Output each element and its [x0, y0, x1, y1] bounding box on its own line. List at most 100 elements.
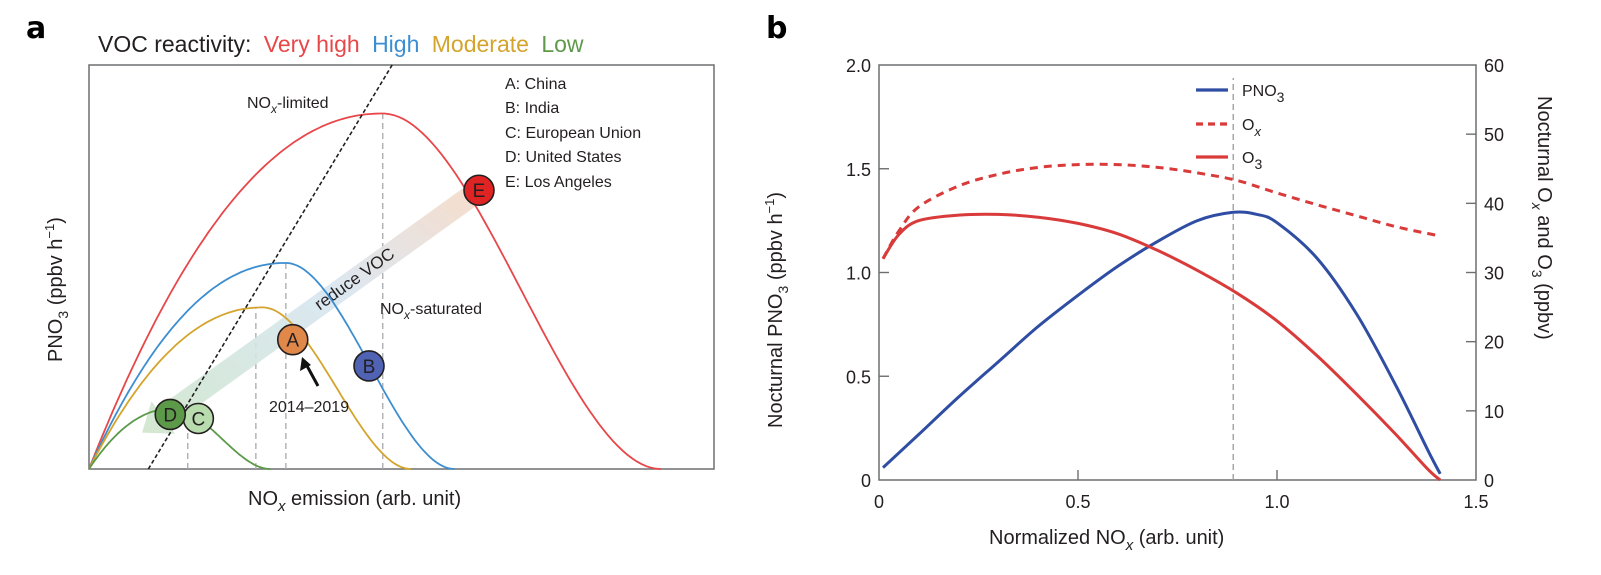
- point-label-e: E: [473, 181, 486, 202]
- legend-b: PNO3 Ox O3: [1196, 83, 1285, 172]
- series-line-pno3: [881, 210, 1442, 475]
- point-legend-c: C: European Union: [505, 125, 641, 142]
- series-line-o3: [881, 212, 1442, 482]
- ylabel-a-main: PNO: [45, 319, 67, 362]
- y-right-tick-label: 20: [1484, 333, 1504, 353]
- ylabel-left-sup: −1: [762, 199, 777, 214]
- y-left-tick-label: 0.5: [846, 367, 871, 387]
- y-axis-label-a: PNO3 (ppbv h−1): [42, 217, 71, 362]
- reduce-voc-band: [142, 181, 486, 434]
- legend-label-pno3: PNO3: [1242, 83, 1285, 105]
- point-marker-d: [154, 398, 187, 431]
- nox-limited-label: NOx-limited: [247, 95, 329, 116]
- x-tick-label: 1.5: [1463, 492, 1488, 512]
- period-arrow: [300, 357, 320, 387]
- voc-curves: [88, 112, 661, 470]
- ylabel-left-main: Nocturnal PNO: [765, 294, 787, 429]
- point-marker-a: [276, 323, 309, 356]
- point-legend-e: E: Los Angeles: [505, 174, 612, 191]
- nox-saturated-rest: -saturated: [410, 301, 482, 318]
- nox-limited-main: NO: [247, 95, 271, 112]
- nox-saturated-main: NO: [380, 301, 404, 318]
- y-right-tick-label: 40: [1484, 194, 1504, 214]
- legend-moderate: Moderate: [432, 31, 529, 57]
- ylabel-right-sub2: 3: [1529, 270, 1545, 278]
- ylabel-right-a: Nocturnal O: [1533, 96, 1555, 203]
- point-b: B: [353, 350, 385, 382]
- legend-pno3-sub: 3: [1277, 89, 1285, 105]
- x-axis-label-a: NOx emission (arb. unit): [248, 488, 461, 515]
- y-right-tick-label: 10: [1484, 402, 1504, 422]
- legend-o3-sub: 3: [1254, 156, 1262, 172]
- xlabel-a-sub: x: [277, 498, 286, 515]
- plot-frame-b: [878, 64, 1477, 481]
- point-marker-e: [463, 174, 495, 207]
- series-lines-b: [881, 162, 1442, 482]
- curve-high: [88, 262, 455, 470]
- xlabel-b-main: Normalized NO: [989, 527, 1126, 549]
- point-a: A: [276, 323, 309, 356]
- curve-moderate: [88, 306, 411, 470]
- legend-low: Low: [541, 31, 584, 57]
- nox-limited-saturated-divider: [147, 64, 393, 470]
- point-legend: A: China B: India C: European Union D: U…: [505, 76, 641, 191]
- legend-very-high: Very high: [264, 31, 360, 57]
- legend-high: High: [372, 31, 419, 57]
- curve-very-high: [88, 112, 661, 470]
- y-left-tick-label: 1.0: [846, 264, 871, 284]
- panel-letter-a: a: [26, 11, 46, 46]
- y-axis-label-left-b: Nocturnal PNO3 (ppbv h−1): [762, 192, 791, 428]
- legend-o3-main: O: [1242, 150, 1254, 167]
- ylabel-left-sub: 3: [775, 286, 791, 294]
- nox-saturated-label: NOx-saturated: [380, 301, 482, 322]
- nox-limited-sub: x: [270, 102, 278, 116]
- y-right-tick-label: 0: [1484, 471, 1494, 491]
- y-left-tick-label: 1.5: [846, 160, 871, 180]
- country-points: A B CD E: [154, 174, 495, 435]
- plot-frame-a: [88, 64, 715, 470]
- y-left-tick-label: 2.0: [846, 56, 871, 76]
- y-right-tick-label: 50: [1484, 125, 1504, 145]
- y-right-tick-label: 30: [1484, 264, 1504, 284]
- period-arrow-head: [300, 357, 311, 371]
- point-legend-a: A: China: [505, 76, 566, 93]
- nox-saturated-sub: x: [403, 308, 411, 322]
- period-arrow-shaft: [304, 363, 320, 387]
- point-legend-b: B: India: [505, 100, 559, 117]
- xlabel-a-main: NO: [248, 488, 278, 510]
- ylabel-a-sup: −1: [42, 224, 57, 239]
- x-tick-label: 0: [874, 492, 884, 512]
- legend-label-ox: Ox: [1242, 117, 1261, 139]
- x-tick-label: 0.5: [1065, 492, 1090, 512]
- ylabel-right-sub1: x: [1529, 202, 1545, 211]
- series-line-ox: [881, 162, 1437, 260]
- ylabel-left-mid: (ppbv h: [765, 213, 787, 285]
- x-axis-label-b: Normalized NOx (arb. unit): [989, 527, 1224, 554]
- panel-letter-b: b: [766, 11, 787, 46]
- ylabel-a-end: ): [45, 217, 67, 224]
- voc-reactivity-legend: VOC reactivity: Very high High Moderate …: [98, 31, 584, 57]
- nox-limited-rest: -limited: [277, 95, 329, 112]
- point-legend-d: D: United States: [505, 149, 622, 166]
- y-right-tick-label: 60: [1484, 56, 1504, 76]
- ylabel-right-c: (ppbv): [1533, 278, 1555, 340]
- period-label: 2014–2019: [269, 399, 349, 416]
- point-label-b: B: [363, 357, 376, 378]
- legend-pno3-main: PNO: [1242, 83, 1277, 100]
- y-left-tick-label: 0: [861, 471, 871, 491]
- xlabel-b-sub: x: [1125, 537, 1134, 554]
- point-label-c: C: [192, 410, 206, 431]
- legend-ox-sub: x: [1253, 124, 1261, 139]
- point-label-d: D: [163, 405, 177, 426]
- ylabel-a-sub: 3: [55, 311, 71, 319]
- point-e: E: [463, 174, 495, 207]
- ylabel-a-mid: (ppbv h: [45, 239, 67, 311]
- point-marker-b: [353, 350, 385, 382]
- point-c: C: [182, 402, 215, 435]
- xlabel-b-rest: (arb. unit): [1133, 527, 1224, 549]
- point-label-a: A: [286, 331, 299, 352]
- legend-ox-main: O: [1242, 117, 1254, 134]
- point-d: D: [154, 398, 187, 431]
